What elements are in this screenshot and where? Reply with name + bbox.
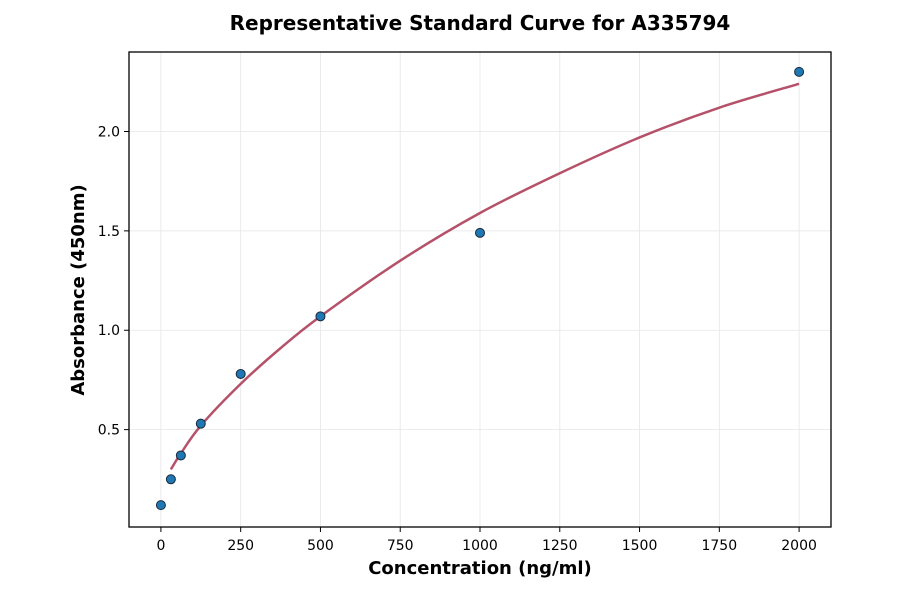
data-point [165, 474, 176, 485]
plot-frame [128, 51, 832, 528]
fit-curve-line [169, 82, 800, 471]
data-point [794, 66, 805, 77]
y-axis-label: Absorbance (450nm) [68, 184, 89, 395]
data-point [175, 450, 186, 461]
x-tick-label: 0 [156, 538, 165, 554]
y-tick-label: 0.5 [98, 423, 120, 439]
x-tick-label: 2000 [781, 538, 817, 554]
y-tick-label: 2.0 [98, 124, 120, 140]
x-tick-label: 1500 [622, 538, 658, 554]
x-tick-label: 500 [307, 538, 334, 554]
data-point [315, 311, 326, 322]
y-tick-label: 1.5 [98, 224, 120, 240]
data-point [195, 418, 206, 429]
x-tick-label: 1750 [701, 538, 737, 554]
x-axis-label: Concentration (ng/ml) [368, 558, 592, 579]
x-tick-label: 750 [387, 538, 414, 554]
y-tick-label: 1.0 [98, 323, 120, 339]
x-tick-label: 1000 [462, 538, 498, 554]
chart-title: Representative Standard Curve for A33579… [230, 11, 731, 35]
x-tick-label: 250 [227, 538, 254, 554]
x-tick-label: 1250 [542, 538, 578, 554]
data-point [155, 500, 166, 511]
data-point [475, 227, 485, 238]
data-point [235, 368, 246, 379]
